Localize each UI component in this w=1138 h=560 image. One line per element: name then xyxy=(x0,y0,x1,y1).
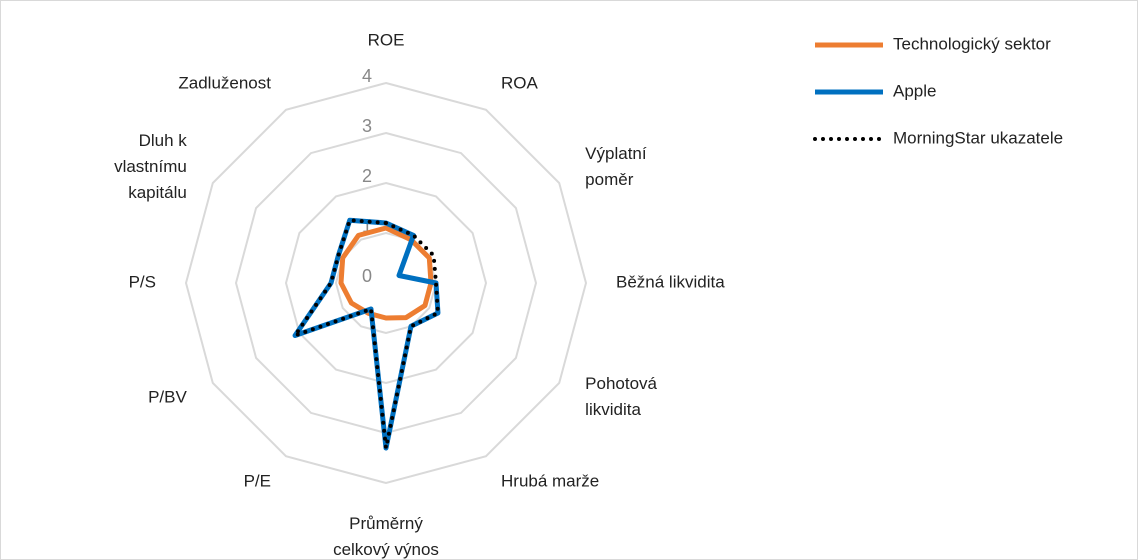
series-line xyxy=(338,225,434,321)
category-label: Hrubá marže xyxy=(501,472,599,491)
category-label: P/E xyxy=(244,472,271,491)
category-label: ROE xyxy=(368,30,405,49)
category-label: Běžná likvidita xyxy=(616,272,725,291)
series-line xyxy=(293,218,440,450)
category-label: Pohotová likvidita xyxy=(585,374,657,419)
legend-label: Apple xyxy=(893,81,936,100)
category-label: ROA xyxy=(501,73,539,92)
r-tick-label: 2 xyxy=(362,166,372,186)
r-tick-label: 0 xyxy=(362,266,372,286)
category-label: P/BV xyxy=(148,387,187,406)
grid-ring xyxy=(284,181,488,385)
category-label: Zadluženost xyxy=(178,73,271,92)
category-label: Dluh k vlastnímu kapitálu xyxy=(114,131,187,202)
category-label: Výplatní poměr xyxy=(585,144,647,189)
legend-label: MorningStar ukazatele xyxy=(893,128,1063,147)
grid-ring xyxy=(184,81,588,485)
r-tick-label: 3 xyxy=(362,116,372,136)
category-label: P/S xyxy=(129,272,156,291)
legend-label: Technologický sektor xyxy=(893,34,1051,53)
r-tick-label: 4 xyxy=(362,66,372,86)
r-tick-label: 1 xyxy=(362,216,372,236)
